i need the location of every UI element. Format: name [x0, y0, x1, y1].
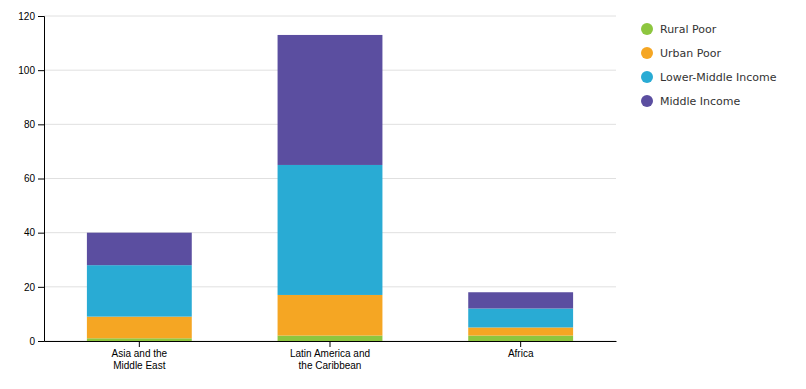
bar [87, 338, 192, 341]
bar [87, 233, 192, 266]
legend-swatch [641, 71, 653, 83]
tick-label: Africa [508, 348, 534, 359]
legend-label: Urban Poor [660, 47, 721, 60]
legend-swatch [641, 95, 653, 107]
legend-item: Urban Poor [641, 47, 721, 60]
tick: 60 [24, 173, 44, 184]
y-axis: 0 20 40 60 80 100 120 [18, 11, 44, 347]
bar [468, 309, 573, 328]
tick: 0 [29, 336, 44, 347]
tick: Asia and theMiddle East [112, 341, 168, 371]
bars [87, 35, 573, 341]
series [87, 35, 573, 309]
bar [278, 295, 383, 336]
tick-mark [139, 341, 140, 347]
bar [87, 317, 192, 339]
tick-label: Latin America andthe Caribbean [290, 348, 370, 371]
tick-label-line: Middle East [113, 360, 165, 371]
tick-mark [38, 70, 44, 71]
tick-label: 80 [24, 119, 36, 130]
tick: 120 [18, 11, 44, 22]
tick-label: 60 [24, 173, 36, 184]
bar [278, 165, 383, 295]
tick-mark [520, 341, 521, 347]
tick-label: 0 [29, 336, 35, 347]
tick: Latin America andthe Caribbean [290, 341, 370, 371]
tick-label: 40 [24, 227, 36, 238]
bar [278, 35, 383, 165]
axis-line [38, 17, 45, 342]
tick: 100 [18, 65, 44, 76]
tick-mark [330, 341, 331, 347]
plot: 0 20 40 60 80 100 120 Asia and theMiddle East La… [18, 11, 616, 371]
tick-mark [38, 287, 44, 288]
tick-label-line: Africa [508, 348, 534, 359]
legend-swatch [641, 23, 653, 35]
tick-mark [38, 16, 44, 17]
bar [468, 336, 573, 341]
tick: 80 [24, 119, 44, 130]
tick: 40 [24, 227, 44, 238]
tick: Africa [508, 341, 534, 359]
tick-mark [38, 341, 44, 342]
bar [87, 265, 192, 316]
grid [44, 16, 616, 341]
tick: 20 [24, 282, 44, 293]
tick-label: 100 [18, 65, 35, 76]
x-axis: Asia and theMiddle East Latin America and… [45, 341, 617, 371]
tick-mark [38, 179, 44, 180]
legend-label: Lower-Middle Income [660, 71, 777, 84]
series [87, 165, 573, 328]
tick-label: 120 [18, 11, 35, 22]
grid-line [44, 16, 616, 17]
legend: Rural Poor Urban Poor Lower-Middle Income M… [641, 23, 777, 108]
chart: 0 20 40 60 80 100 120 Asia and theMiddle East La… [0, 0, 806, 389]
tick-label-line: the Caribbean [299, 360, 362, 371]
legend-item: Rural Poor [641, 23, 717, 36]
bar [278, 336, 383, 341]
bar [468, 292, 573, 308]
tick-mark [38, 124, 44, 125]
legend-item: Middle Income [641, 95, 741, 108]
bar [468, 327, 573, 335]
tick-label: 20 [24, 282, 36, 293]
legend-swatch [641, 47, 653, 59]
tick-label-line: Latin America and [290, 348, 370, 359]
tick-mark [38, 233, 44, 234]
legend-label: Middle Income [660, 95, 741, 108]
tick-label-line: Asia and the [112, 348, 168, 359]
legend-item: Lower-Middle Income [641, 71, 777, 84]
legend-label: Rural Poor [660, 23, 717, 36]
tick-label: Asia and theMiddle East [112, 348, 168, 371]
